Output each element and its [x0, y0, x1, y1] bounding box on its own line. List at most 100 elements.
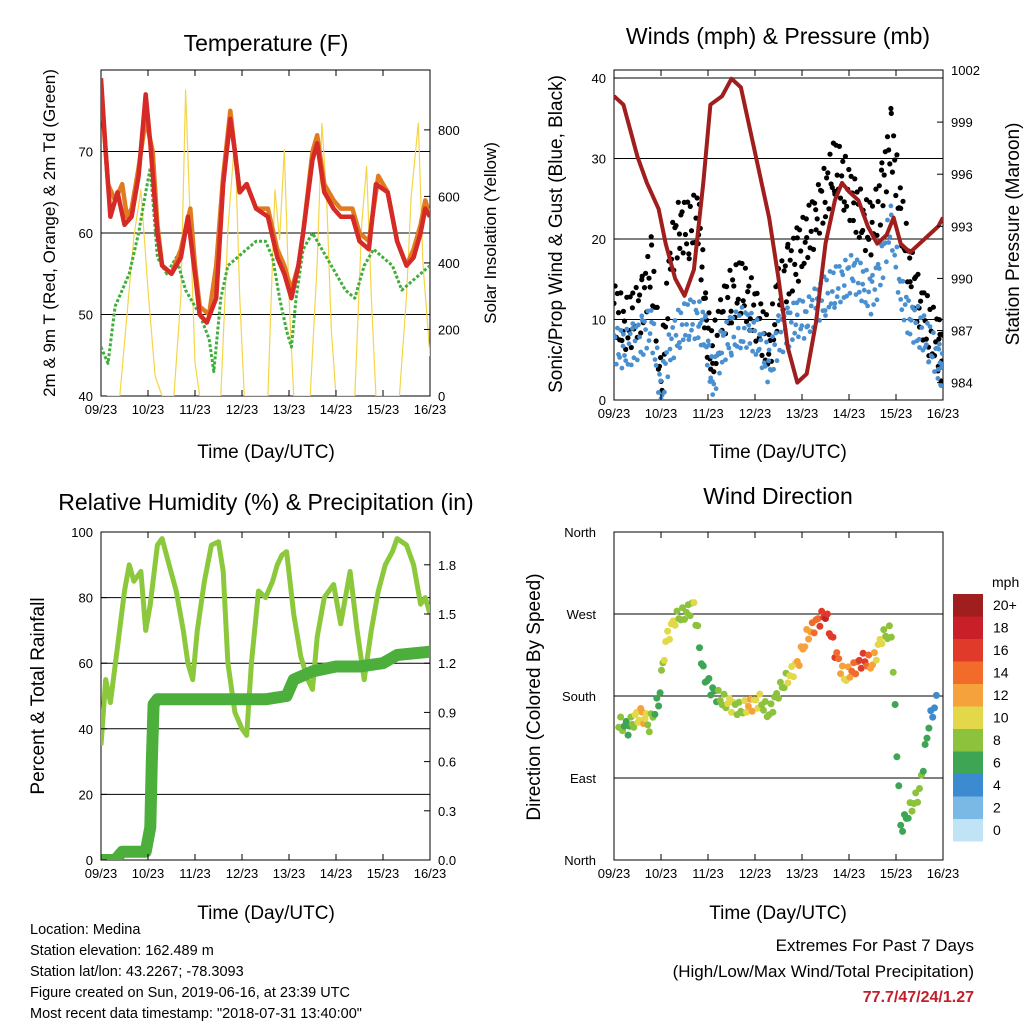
direction-point	[699, 662, 707, 670]
series-point	[912, 307, 917, 313]
series-point	[804, 235, 810, 241]
series-point	[797, 227, 803, 233]
series-point	[618, 327, 624, 333]
series-point	[740, 339, 746, 345]
series-point	[866, 289, 872, 295]
right-tick-label: 984	[951, 376, 973, 391]
series-point	[878, 282, 883, 288]
series-group	[101, 536, 430, 860]
series-point	[762, 363, 768, 369]
direction-point	[656, 689, 664, 697]
series-point	[869, 219, 875, 225]
series-point	[711, 381, 717, 387]
series-point	[846, 265, 852, 270]
series-point	[725, 294, 731, 301]
legend-swatch	[953, 639, 983, 662]
series-point	[632, 338, 638, 344]
series-point	[686, 256, 692, 262]
series-point	[646, 338, 652, 343]
extremes-values: 77.7/47/24/1.27	[862, 989, 974, 1006]
pressure-line	[614, 76, 943, 385]
series-point	[715, 350, 721, 356]
series-point	[650, 350, 656, 356]
series-point	[718, 329, 723, 334]
legend-label: 0	[993, 822, 1001, 838]
series-point	[786, 291, 792, 297]
series-point	[907, 255, 913, 261]
speed-legend: mph 20+ 18 16 14 12 10 8 6 4 2 0	[953, 574, 1019, 842]
series-point	[927, 324, 933, 329]
series-point	[903, 220, 909, 226]
x-tick-label: 12/23	[226, 402, 259, 417]
series-point	[753, 352, 759, 357]
series-point	[793, 271, 799, 277]
series-point	[702, 295, 709, 301]
series-point	[874, 232, 880, 238]
series-point	[671, 355, 677, 361]
series-point	[780, 349, 786, 355]
y-tick-label: 0	[599, 393, 606, 408]
series-point	[686, 251, 692, 257]
series-point	[623, 358, 629, 363]
series-point	[746, 283, 752, 289]
direction-point	[801, 643, 809, 651]
series-point	[844, 203, 850, 209]
direction-point	[743, 708, 750, 716]
series-point	[803, 309, 809, 315]
series-point	[706, 342, 712, 348]
series-point	[810, 246, 817, 252]
temperature-title: Temperature (F)	[184, 30, 349, 56]
winds-y-label: Sonic/Prop Wind & Gust (Blue, Black)	[546, 75, 567, 393]
series-point	[792, 330, 798, 336]
series-point	[751, 319, 757, 325]
temperature-y-label: 2m & 9m T (Red, Orange) & 2m Td (Green)	[40, 69, 59, 397]
series-point	[679, 209, 685, 215]
series-point	[824, 277, 829, 283]
y-tick-label: West	[567, 607, 597, 622]
series-point	[758, 337, 764, 343]
series-point	[791, 300, 796, 306]
humidity-title: Relative Humidity (%) & Precipitation (i…	[58, 489, 473, 515]
extremes-box: Extremes For Past 7 Days (High/Low/Max W…	[673, 933, 974, 1011]
x-tick-label: 12/23	[739, 406, 772, 421]
x-tick-label: 13/23	[273, 866, 306, 881]
legend-swatch	[953, 729, 983, 752]
direction-point	[790, 673, 797, 681]
legend-label: 6	[993, 755, 1001, 771]
series-point	[897, 185, 903, 191]
series-point	[718, 297, 724, 303]
series-point	[848, 252, 854, 258]
series-point	[868, 252, 874, 258]
series-point	[617, 355, 622, 360]
series-point	[832, 305, 837, 310]
series-point	[677, 245, 683, 251]
series-point	[781, 268, 787, 274]
series-point	[833, 264, 839, 269]
series-point	[790, 337, 795, 343]
series-point	[809, 297, 815, 303]
direction-point	[833, 649, 841, 657]
direction-x-ticks: 09/23 10/23 11/23 12/23 13/23 14/23 15/23 16/23	[598, 532, 959, 881]
series-point	[793, 322, 799, 328]
series-point	[714, 332, 720, 338]
series-point	[903, 294, 909, 300]
series-point	[923, 342, 929, 347]
winds-x-ticks: 09/23 10/23 11/23 12/23 13/23 14/23 15/23 16/23	[598, 70, 959, 421]
series-point	[648, 308, 654, 313]
series-point	[940, 361, 943, 367]
temperature-y-ticks: 40 50 60 70	[79, 145, 107, 404]
series-point	[647, 284, 653, 290]
series-point	[621, 331, 626, 337]
series-point	[831, 270, 836, 276]
series-point	[628, 344, 634, 351]
series-point	[824, 175, 830, 181]
series-point	[848, 173, 854, 179]
x-tick-label: 14/23	[320, 866, 353, 881]
y-tick-label: North	[564, 853, 596, 868]
series-point	[729, 352, 734, 358]
series-point	[722, 330, 727, 336]
series-point	[750, 348, 755, 354]
series-point	[917, 345, 922, 350]
series-point	[741, 325, 747, 331]
direction-x-label: Time (Day/UTC)	[709, 903, 847, 924]
